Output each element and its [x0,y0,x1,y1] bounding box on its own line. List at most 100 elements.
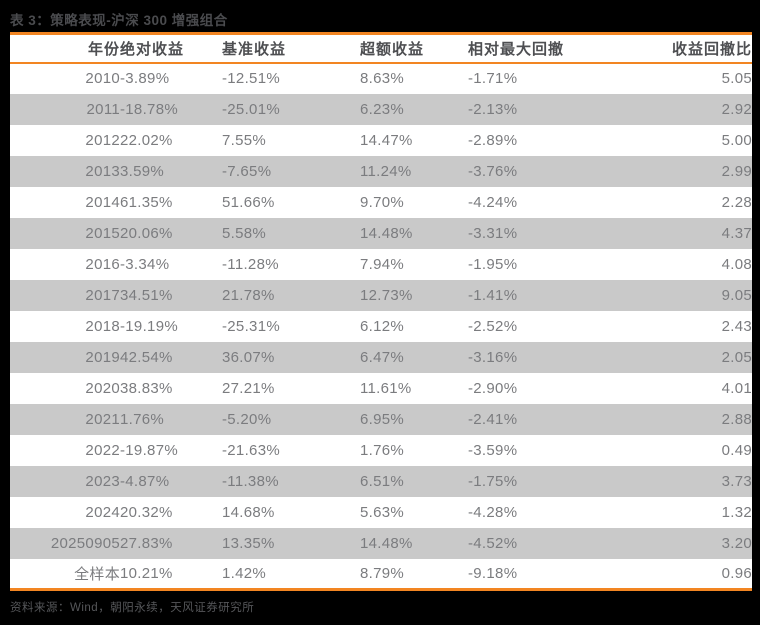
column-header-year: 年份 [10,33,120,64]
cell: 14.48% [360,224,413,242]
cell: 6.47% [360,348,405,366]
cell: -3.16% [468,348,518,366]
source-note: 资料来源：Wind，朝阳永续，天风证券研究所 [10,602,255,614]
cell: 2.05 [721,348,752,366]
table-row: 20250905 27.83% 13.35% 14.48% -4.52% 3.20 [10,527,752,559]
cell: -1.41% [468,286,518,304]
cell: 34.51% [120,286,173,304]
table-row: 2013 3.59% -7.65% 11.24% -3.76% 2.99 [10,155,752,187]
cell: 14.47% [360,131,413,149]
cell: -1.71% [468,70,518,87]
cell: 2.88 [721,410,752,428]
cell: 2019 [85,348,120,366]
cell: 0.96 [721,564,752,582]
cell: 4.01 [721,379,752,397]
cell: -4.24% [468,193,518,211]
cell: -19.19% [120,317,178,335]
cell: -1.75% [468,472,518,490]
cell: 2013 [85,162,120,180]
cell: 42.54% [120,348,173,366]
table-row: 2017 34.51% 21.78% 12.73% -1.41% 9.05 [10,279,752,311]
cell: -7.65% [222,162,272,180]
cell: 6.95% [360,410,405,428]
cell: 36.07% [222,348,275,366]
column-header-absolute-return: 绝对收益 [120,33,222,64]
table-row: 2019 42.54% 36.07% 6.47% -3.16% 2.05 [10,341,752,373]
table-row: 2018 -19.19% -25.31% 6.12% -2.52% 2.43 [10,310,752,342]
table-body: 2010 -3.89% -12.51% 8.63% -1.71% 5.05 2011 -18.… [10,62,752,590]
cell: 10.21% [120,564,173,582]
cell: -12.51% [222,70,280,87]
cell: 14.48% [360,534,413,552]
cell: 4.08 [721,255,752,273]
cell: -2.41% [468,410,518,428]
cell: 27.83% [120,534,173,552]
table-row: 2011 -18.78% -25.01% 6.23% -2.13% 2.92 [10,93,752,125]
table-row: 2020 38.83% 27.21% 11.61% -2.90% 4.01 [10,372,752,404]
cell: -3.76% [468,162,518,180]
cell: 2011 [86,100,120,118]
cell: 1.76% [120,410,165,428]
cell: 2015 [85,224,120,242]
cell: -4.87% [120,472,170,490]
table-row: 2022 -19.87% -21.63% 1.76% -3.59% 0.49 [10,434,752,466]
table-row: 2010 -3.89% -12.51% 8.63% -1.71% 5.05 [10,62,752,94]
cell: 5.05 [721,70,752,87]
cell: -11.38% [222,472,279,490]
cell: 2.28 [721,193,752,211]
cell: 2012 [85,131,120,149]
cell: -1.95% [468,255,518,273]
cell: -25.01% [222,100,280,118]
cell: 5.63% [360,503,405,521]
cell: 22.02% [120,131,173,149]
cell: -3.89% [120,70,170,87]
cell: 2017 [85,286,120,304]
table-container: 年份 绝对收益 基准收益 超额收益 相对最大回撤 收益回撤比 2010 -3.89… [10,32,752,591]
header-row: 年份 绝对收益 基准收益 超额收益 相对最大回撤 收益回撤比 [10,33,752,64]
cell: -11.28% [222,255,279,273]
cell: 3.59% [120,162,165,180]
table-row: 2015 20.06% 5.58% 14.48% -3.31% 4.37 [10,217,752,249]
cell: -3.59% [468,441,518,459]
cell: 21.78% [222,286,275,304]
cell: 6.12% [360,317,405,335]
cell: 4.37 [721,224,752,242]
table-row: 2012 22.02% 7.55% 14.47% -2.89% 5.00 [10,124,752,156]
cell: 2021 [85,410,120,428]
cell: -25.31% [222,317,280,335]
cell: -4.52% [468,534,518,552]
cell: 11.61% [360,379,412,397]
table-row: 2014 61.35% 51.66% 9.70% -4.24% 2.28 [10,186,752,218]
column-header-excess-return: 超额收益 [360,33,468,64]
cell: 全样本 [74,565,120,583]
cell: 6.51% [360,472,405,490]
performance-table: 年份 绝对收益 基准收益 超额收益 相对最大回撤 收益回撤比 2010 -3.89… [10,32,752,591]
cell: 61.35% [120,193,173,211]
table-row: 2023 -4.87% -11.38% 6.51% -1.75% 3.73 [10,465,752,497]
cell: -2.13% [468,100,518,118]
cell: 2.43 [721,317,752,335]
cell: 1.42% [222,564,267,582]
cell: 2.99 [721,162,752,180]
cell: 2018 [85,317,120,335]
table-header: 年份 绝对收益 基准收益 超额收益 相对最大回撤 收益回撤比 [10,33,752,64]
table-row: 2021 1.76% -5.20% 6.95% -2.41% 2.88 [10,403,752,435]
cell: 2.92 [721,100,752,118]
cell: 13.35% [222,534,275,552]
column-header-return-drawdown-ratio: 收益回撤比 [600,33,752,64]
cell: 2010 [85,70,120,87]
cell: 9.05 [721,286,752,304]
table-row: 2024 20.32% 14.68% 5.63% -4.28% 1.32 [10,496,752,528]
cell: 20.06% [120,224,173,242]
cell: -18.78% [120,100,178,118]
cell: 11.24% [360,162,412,180]
cell: 5.58% [222,224,267,242]
cell: -3.34% [120,255,170,273]
cell: 2020 [85,379,120,397]
cell: -5.20% [222,410,272,428]
column-header-benchmark-return: 基准收益 [222,33,360,64]
cell: 2024 [85,503,120,521]
cell: 3.73 [721,472,752,490]
cell: 20250905 [50,534,120,552]
cell: -4.28% [468,503,518,521]
